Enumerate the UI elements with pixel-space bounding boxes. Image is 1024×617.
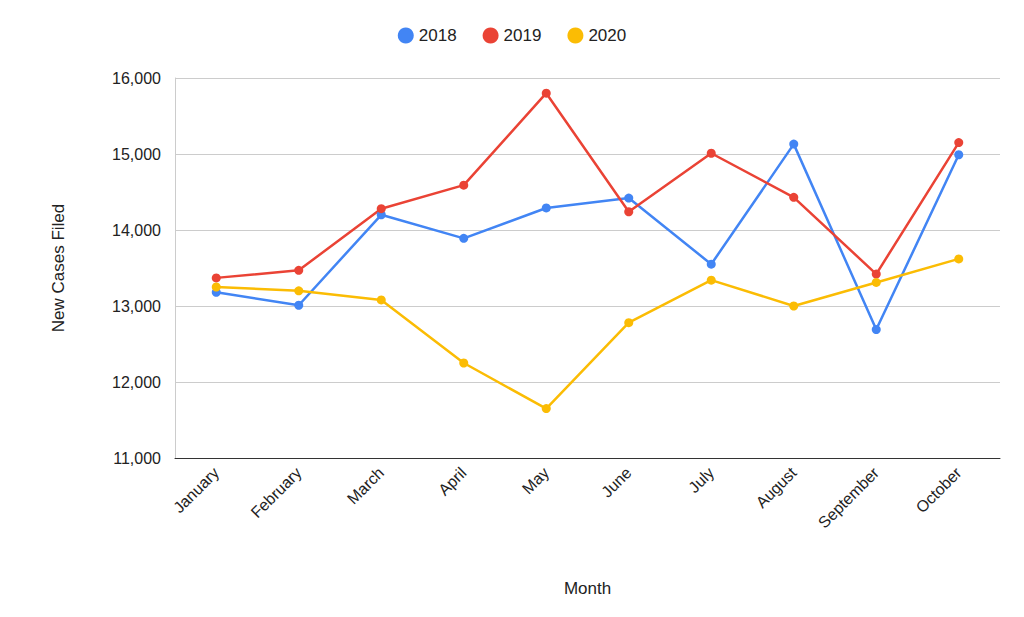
svg-text:15,000: 15,000	[112, 146, 161, 163]
svg-text:13,000: 13,000	[112, 298, 161, 315]
svg-text:11,000: 11,000	[113, 450, 161, 467]
svg-text:12,000: 12,000	[112, 374, 161, 391]
svg-text:New Cases Filed: New Cases Filed	[49, 204, 68, 333]
svg-text:14,000: 14,000	[112, 222, 161, 239]
svg-text:February: February	[248, 464, 305, 521]
svg-text:October: October	[913, 464, 966, 517]
svg-text:January: January	[170, 464, 222, 516]
svg-text:June: June	[598, 464, 635, 501]
svg-text:16,000: 16,000	[112, 70, 161, 87]
svg-text:May: May	[519, 464, 552, 497]
svg-text:March: March	[344, 464, 387, 507]
svg-text:2018: 2018	[419, 26, 457, 45]
svg-text:2020: 2020	[588, 26, 626, 45]
svg-text:August: August	[753, 464, 801, 512]
svg-text:July: July	[685, 464, 717, 496]
svg-text:April: April	[435, 464, 470, 499]
svg-text:2019: 2019	[504, 26, 542, 45]
svg-text:September: September	[815, 464, 883, 532]
svg-text:Month: Month	[564, 579, 611, 598]
